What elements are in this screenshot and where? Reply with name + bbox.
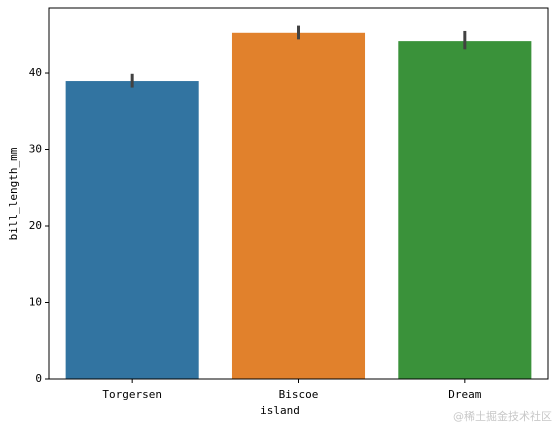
axes-frame [48,7,549,380]
y-tick-label: 0 [35,372,42,385]
y-tick-label: 30 [29,143,42,156]
x-axis-label: island [260,404,300,417]
watermark: @稀土掘金技术社区 [453,409,552,423]
bar [231,32,366,379]
x-tick-label: Torgersen [102,388,162,401]
bar [65,81,199,379]
y-tick-label: 40 [29,66,42,79]
bar [398,41,532,380]
y-axis-label: bill_length_mm [7,147,20,240]
x-tick-label: Dream [448,388,481,401]
x-tick-label: Biscoe [279,388,319,401]
y-tick-label: 10 [29,296,42,309]
y-tick-label: 20 [29,219,42,232]
